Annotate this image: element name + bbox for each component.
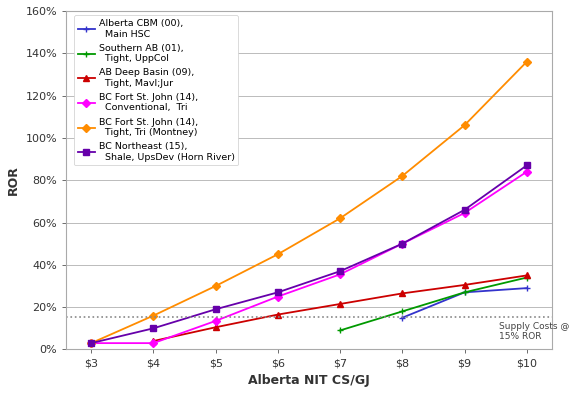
Line: BC Northeast (15),
  Shale, UpsDev (Horn River): BC Northeast (15), Shale, UpsDev (Horn R… [88, 162, 530, 347]
Alberta CBM (00),
  Main HSC [461, 290, 468, 295]
BC Fort St. John (14),
  Tight, Tri (Montney) [274, 252, 281, 256]
Line: BC Fort St. John (14),
  Conventional,  Tri: BC Fort St. John (14), Conventional, Tri [88, 169, 530, 346]
BC Fort St. John (14),
  Tight, Tri (Montney) [523, 59, 530, 64]
AB Deep Basin (09),
  Tight, Mavl;Jur [523, 273, 530, 278]
AB Deep Basin (09),
  Tight, Mavl;Jur [150, 339, 157, 344]
BC Fort St. John (14),
  Tight, Tri (Montney) [150, 313, 157, 318]
Y-axis label: ROR: ROR [7, 165, 20, 195]
BC Fort St. John (14),
  Tight, Tri (Montney) [399, 174, 406, 178]
Alberta CBM (00),
  Main HSC [523, 286, 530, 290]
BC Northeast (15),
  Shale, UpsDev (Horn River) [461, 208, 468, 212]
BC Fort St. John (14),
  Conventional,  Tri [523, 169, 530, 174]
BC Fort St. John (14),
  Tight, Tri (Montney) [461, 123, 468, 128]
BC Fort St. John (14),
  Conventional,  Tri [336, 272, 343, 277]
BC Fort St. John (14),
  Conventional,  Tri [150, 341, 157, 346]
BC Fort St. John (14),
  Tight, Tri (Montney) [88, 341, 95, 346]
Southern AB (01),
  Tight, UppCol [336, 328, 343, 333]
BC Fort St. John (14),
  Conventional,  Tri [399, 241, 406, 246]
BC Fort St. John (14),
  Conventional,  Tri [274, 294, 281, 299]
AB Deep Basin (09),
  Tight, Mavl;Jur [336, 302, 343, 307]
Line: BC Fort St. John (14),
  Tight, Tri (Montney): BC Fort St. John (14), Tight, Tri (Montn… [88, 59, 530, 346]
BC Fort St. John (14),
  Tight, Tri (Montney) [212, 284, 219, 288]
Legend: Alberta CBM (00),
  Main HSC, Southern AB (01),
  Tight, UppCol, AB Deep Basin (: Alberta CBM (00), Main HSC, Southern AB … [74, 15, 238, 165]
AB Deep Basin (09),
  Tight, Mavl;Jur [212, 325, 219, 330]
BC Northeast (15),
  Shale, UpsDev (Horn River) [523, 163, 530, 168]
Text: Supply Costs @
15% ROR: Supply Costs @ 15% ROR [499, 322, 569, 341]
BC Fort St. John (14),
  Conventional,  Tri [88, 341, 95, 346]
Southern AB (01),
  Tight, UppCol [461, 290, 468, 295]
Alberta CBM (00),
  Main HSC [399, 315, 406, 320]
AB Deep Basin (09),
  Tight, Mavl;Jur [399, 291, 406, 296]
BC Fort St. John (14),
  Tight, Tri (Montney) [336, 216, 343, 221]
Line: Alberta CBM (00),
  Main HSC: Alberta CBM (00), Main HSC [399, 284, 530, 321]
BC Northeast (15),
  Shale, UpsDev (Horn River) [336, 269, 343, 273]
X-axis label: Alberta NIT CS/GJ: Alberta NIT CS/GJ [248, 374, 370, 387]
BC Northeast (15),
  Shale, UpsDev (Horn River) [399, 241, 406, 246]
BC Fort St. John (14),
  Conventional,  Tri [212, 318, 219, 323]
Line: Southern AB (01),
  Tight, UppCol: Southern AB (01), Tight, UppCol [336, 274, 530, 334]
Southern AB (01),
  Tight, UppCol [523, 275, 530, 280]
AB Deep Basin (09),
  Tight, Mavl;Jur [461, 282, 468, 287]
BC Northeast (15),
  Shale, UpsDev (Horn River) [274, 290, 281, 295]
AB Deep Basin (09),
  Tight, Mavl;Jur [274, 312, 281, 317]
Line: AB Deep Basin (09),
  Tight, Mavl;Jur: AB Deep Basin (09), Tight, Mavl;Jur [150, 272, 530, 344]
Southern AB (01),
  Tight, UppCol [399, 309, 406, 314]
BC Northeast (15),
  Shale, UpsDev (Horn River) [212, 307, 219, 312]
BC Fort St. John (14),
  Conventional,  Tri [461, 211, 468, 216]
BC Northeast (15),
  Shale, UpsDev (Horn River) [88, 341, 95, 346]
BC Northeast (15),
  Shale, UpsDev (Horn River) [150, 326, 157, 331]
